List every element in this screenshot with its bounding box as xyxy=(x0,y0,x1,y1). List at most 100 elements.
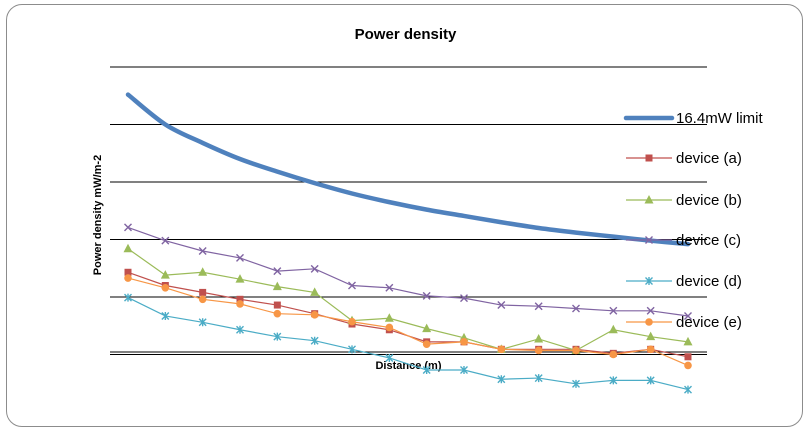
data-point xyxy=(646,376,655,385)
series-2 xyxy=(124,268,692,361)
legend-entry: device (a) xyxy=(626,150,742,167)
data-point xyxy=(124,274,132,282)
legend-label: device (c) xyxy=(676,232,741,249)
data-point xyxy=(310,336,319,345)
data-point xyxy=(236,253,244,262)
legend-label: device (b) xyxy=(676,192,742,209)
data-point xyxy=(236,325,244,334)
data-point xyxy=(645,154,653,162)
data-point xyxy=(198,318,207,327)
data-point xyxy=(497,345,506,354)
data-point xyxy=(608,324,618,334)
data-point xyxy=(124,223,132,232)
series-4 xyxy=(124,223,692,320)
data-point xyxy=(384,313,394,322)
data-point xyxy=(161,311,170,320)
data-point xyxy=(160,270,170,279)
data-point xyxy=(609,306,618,315)
data-point xyxy=(646,306,655,315)
data-point xyxy=(273,301,281,309)
data-point xyxy=(348,345,356,354)
series-1 xyxy=(125,92,691,247)
data-point xyxy=(460,338,468,346)
data-point xyxy=(273,309,282,318)
data-point xyxy=(422,291,431,300)
chart-frame xyxy=(6,4,803,427)
data-point xyxy=(310,264,319,273)
data-point xyxy=(124,293,132,302)
legend-entry: device (d) xyxy=(626,273,742,290)
data-point xyxy=(460,294,468,303)
series-layer xyxy=(123,92,693,394)
data-point xyxy=(645,318,653,326)
data-point xyxy=(609,350,618,359)
data-point xyxy=(684,361,692,370)
data-point xyxy=(646,345,655,354)
data-point xyxy=(124,268,132,276)
data-point xyxy=(385,353,394,362)
data-point xyxy=(198,295,207,304)
data-point xyxy=(273,332,282,341)
data-point xyxy=(646,331,656,341)
data-point xyxy=(385,283,394,292)
series-3 xyxy=(123,243,693,354)
data-point xyxy=(684,385,692,394)
data-point xyxy=(161,236,170,245)
data-point xyxy=(161,284,170,292)
data-point xyxy=(422,323,432,333)
data-point xyxy=(683,336,693,346)
data-point xyxy=(236,295,244,303)
data-point xyxy=(497,375,506,384)
legend-label: device (a) xyxy=(676,150,742,167)
data-point xyxy=(273,267,282,276)
legend-entry: device (c) xyxy=(626,232,741,249)
data-point xyxy=(272,281,282,291)
series-5 xyxy=(124,293,692,394)
data-point xyxy=(235,274,245,283)
data-point xyxy=(572,346,580,355)
data-point xyxy=(198,267,208,276)
data-point xyxy=(534,302,543,311)
data-point xyxy=(460,366,468,375)
series-line xyxy=(127,226,689,317)
data-point xyxy=(310,287,320,296)
legend-entry: device (e) xyxy=(626,314,742,331)
legend-entry: 16.4mW limit xyxy=(623,110,764,127)
data-point xyxy=(123,243,133,253)
series-line xyxy=(127,297,689,391)
data-point xyxy=(348,281,356,290)
data-point xyxy=(198,247,207,255)
data-point xyxy=(644,195,654,204)
data-point xyxy=(348,317,356,326)
data-point xyxy=(310,311,319,319)
data-point xyxy=(534,333,544,343)
data-point xyxy=(534,374,543,383)
legend: 16.4mW limit device (a) device (b) device (… xyxy=(623,110,764,331)
chart-title: Power density xyxy=(354,26,457,43)
legend-label: device (d) xyxy=(676,273,742,290)
data-point xyxy=(684,311,692,320)
data-point xyxy=(684,353,692,361)
data-point xyxy=(199,288,207,296)
data-point xyxy=(497,301,506,310)
data-point xyxy=(422,340,431,348)
series-line xyxy=(127,271,689,358)
gridlines xyxy=(110,66,707,355)
data-point xyxy=(572,304,580,313)
series-6 xyxy=(124,274,692,370)
data-point xyxy=(422,366,431,375)
data-point xyxy=(534,346,543,355)
series-line xyxy=(127,248,689,352)
legend-entry: device (b) xyxy=(626,192,742,209)
data-point xyxy=(645,236,653,244)
series-line xyxy=(125,92,691,247)
data-point xyxy=(572,379,580,388)
data-point xyxy=(236,300,244,308)
data-point xyxy=(385,323,394,332)
legend-label: 16.4mW limit xyxy=(676,110,764,127)
data-point xyxy=(609,376,618,385)
legend-label: device (e) xyxy=(676,314,742,331)
series-line xyxy=(127,277,689,366)
data-point xyxy=(645,277,653,285)
